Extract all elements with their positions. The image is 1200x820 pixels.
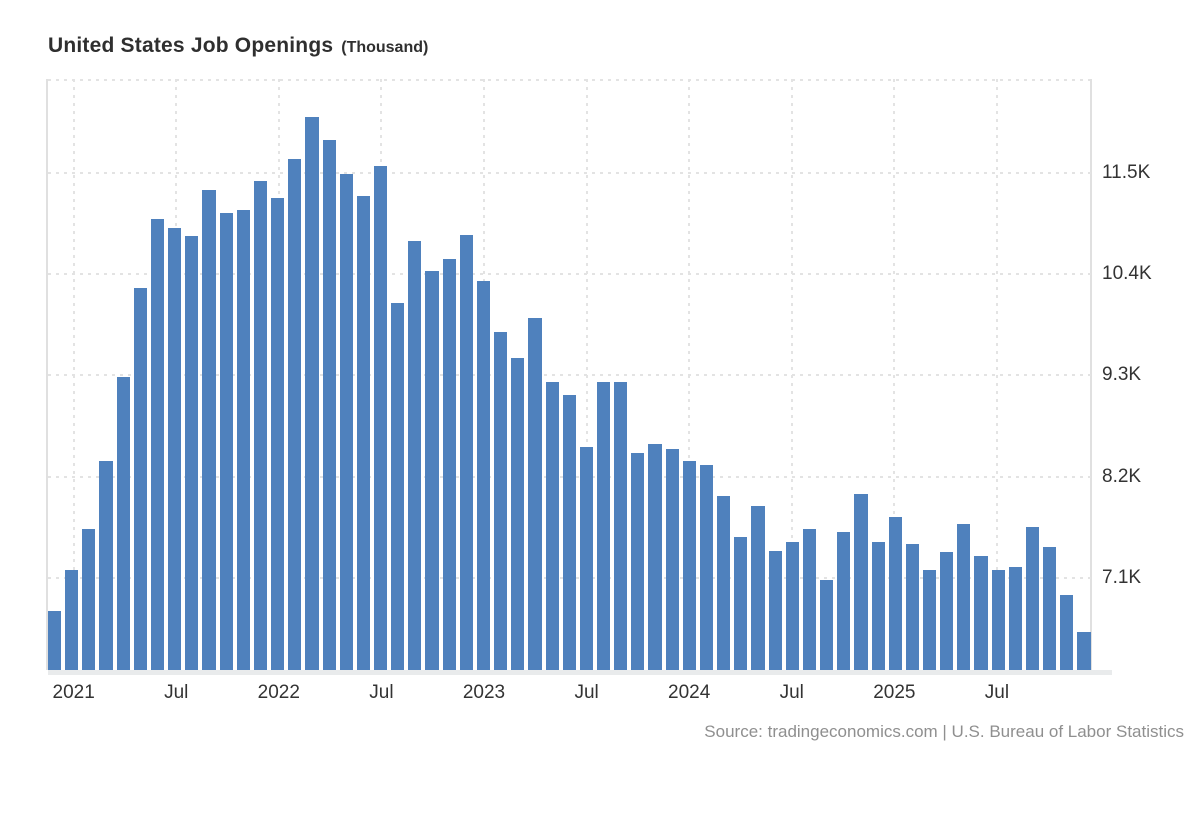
gridline-vertical — [790, 79, 793, 670]
bar[interactable] — [373, 165, 388, 670]
bar[interactable] — [940, 552, 954, 670]
bar[interactable] — [665, 449, 679, 670]
bar[interactable] — [48, 611, 62, 670]
bar[interactable] — [288, 159, 302, 670]
gridline-vertical — [893, 79, 896, 670]
bar[interactable] — [785, 542, 799, 670]
bar[interactable] — [442, 259, 456, 670]
bar[interactable] — [168, 228, 182, 670]
bar[interactable] — [717, 496, 731, 670]
bar[interactable] — [562, 394, 576, 670]
bar[interactable] — [991, 569, 1005, 670]
bar[interactable] — [699, 464, 714, 670]
bar[interactable] — [682, 461, 696, 670]
gridline-horizontal — [48, 171, 1091, 174]
bar[interactable] — [305, 116, 319, 670]
bar[interactable] — [614, 381, 628, 670]
bar[interactable] — [597, 381, 611, 670]
bar[interactable] — [150, 218, 165, 670]
bar[interactable] — [957, 523, 971, 670]
bar[interactable] — [751, 506, 765, 670]
y-tick-label: 7.1K — [1102, 566, 1142, 588]
x-tick-label: Jul — [779, 682, 804, 703]
bar[interactable] — [459, 234, 473, 670]
bar[interactable] — [648, 443, 662, 670]
gridline-vertical — [688, 79, 691, 670]
bar[interactable] — [271, 197, 285, 670]
bar[interactable] — [322, 139, 336, 670]
bar[interactable] — [837, 531, 851, 670]
x-tick-label: Jul — [574, 682, 599, 703]
x-tick-label: Jul — [984, 682, 1010, 703]
bar[interactable] — [133, 288, 147, 670]
bar[interactable] — [425, 271, 439, 670]
bar[interactable] — [631, 452, 645, 670]
y-tick-label: 11.5K — [1102, 161, 1151, 183]
bar[interactable] — [1025, 527, 1040, 670]
bar[interactable] — [253, 181, 268, 670]
y-tick-label: 9.3K — [1102, 364, 1142, 386]
bar[interactable] — [734, 536, 748, 670]
bar[interactable] — [408, 241, 422, 670]
bars-container — [48, 79, 1091, 670]
x-tick-label: Jul — [164, 682, 189, 703]
bar[interactable] — [922, 569, 937, 670]
bar[interactable] — [1060, 595, 1074, 670]
bar[interactable] — [476, 280, 491, 670]
bar[interactable] — [579, 447, 593, 670]
x-tick-label: 2024 — [668, 682, 711, 703]
bar[interactable] — [116, 377, 130, 670]
y-tick-label: 8.2K — [1102, 465, 1142, 487]
plot-top-border — [48, 79, 1091, 81]
bar[interactable] — [528, 318, 542, 670]
x-tick-label: Jul — [369, 682, 394, 703]
bar[interactable] — [888, 517, 902, 670]
bar[interactable] — [1077, 632, 1091, 670]
x-tick-label: 2022 — [257, 682, 300, 703]
gridline-vertical — [72, 79, 75, 670]
x-tick-label: 2023 — [462, 682, 506, 703]
bar[interactable] — [99, 461, 113, 670]
source-note: Source: tradingeconomics.com | U.S. Bure… — [704, 722, 1184, 741]
left-axis-spine — [46, 79, 48, 670]
gridline-horizontal — [48, 374, 1091, 377]
gridline-horizontal — [48, 273, 1091, 276]
plot-area — [46, 79, 1092, 670]
chart-title-row: United States Job Openings (Thousand) — [48, 34, 428, 58]
bar[interactable] — [339, 173, 353, 670]
bar[interactable] — [1008, 566, 1022, 670]
bar[interactable] — [82, 529, 96, 670]
bar[interactable] — [202, 190, 216, 670]
bar[interactable] — [905, 543, 919, 670]
right-axis-spine — [1090, 79, 1092, 670]
bar[interactable] — [219, 212, 233, 670]
bar[interactable] — [768, 551, 782, 670]
bar[interactable] — [545, 381, 559, 670]
bar[interactable] — [511, 357, 525, 670]
bar[interactable] — [356, 195, 370, 670]
bar[interactable] — [391, 302, 405, 670]
gridline-vertical — [995, 79, 998, 670]
bar[interactable] — [236, 209, 250, 670]
bar[interactable] — [65, 569, 79, 670]
bar[interactable] — [185, 235, 199, 670]
bar[interactable] — [854, 494, 868, 670]
bar[interactable] — [1043, 546, 1057, 670]
x-axis-line — [48, 670, 1112, 675]
x-tick-label: 2025 — [873, 682, 916, 703]
bar[interactable] — [802, 529, 817, 670]
chart-unit-label: (Thousand) — [341, 39, 429, 56]
bar[interactable] — [820, 579, 834, 670]
gridline-vertical — [585, 79, 588, 670]
bar[interactable] — [871, 542, 885, 670]
chart-title: United States Job Openings — [48, 34, 334, 57]
x-tick-label: 2021 — [52, 682, 95, 703]
y-tick-label: 10.4K — [1102, 263, 1152, 285]
bar[interactable] — [974, 555, 988, 670]
bar[interactable] — [494, 332, 508, 670]
